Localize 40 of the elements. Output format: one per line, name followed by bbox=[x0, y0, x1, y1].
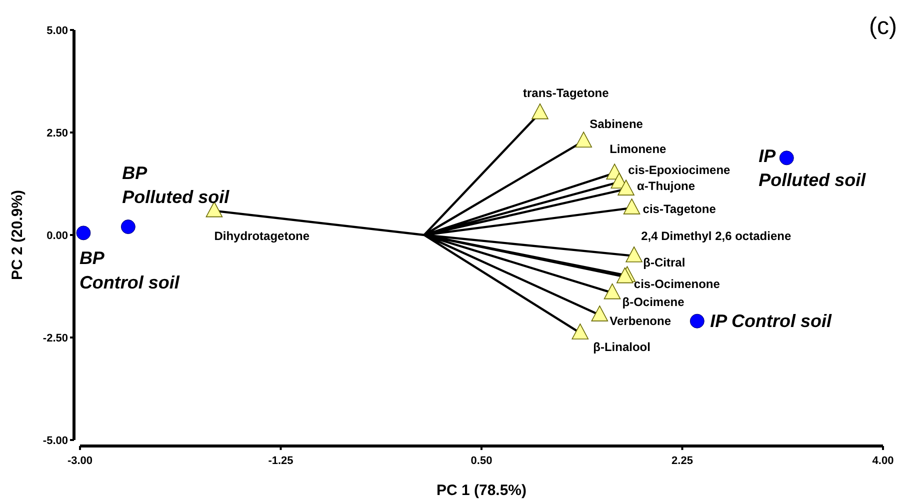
point bbox=[76, 226, 91, 240]
annotation: β-Citral bbox=[643, 256, 686, 270]
point bbox=[626, 246, 642, 262]
chart-title: (c) bbox=[869, 13, 897, 40]
annotation: α-Thujone bbox=[637, 179, 696, 194]
y-tick-label: 5.00 bbox=[46, 24, 68, 37]
annotation: Dihydrotagetone bbox=[214, 228, 310, 243]
y-axis-title: PC 2 (20.9%) bbox=[9, 190, 26, 280]
x-tick-label: 2.25 bbox=[672, 455, 693, 467]
annotation: Sabinene bbox=[590, 117, 644, 132]
point bbox=[690, 314, 704, 328]
annotation: cis-Ocimenone bbox=[634, 276, 720, 291]
annotation: β-Linalool bbox=[593, 340, 650, 354]
annotation: Verbenone bbox=[610, 314, 672, 328]
point bbox=[623, 198, 640, 214]
point bbox=[604, 283, 621, 300]
annotation: IP Polluted soil bbox=[758, 146, 867, 190]
point bbox=[618, 180, 634, 196]
y-tick-label: -2.50 bbox=[42, 332, 68, 344]
x-tick-label: -1.25 bbox=[268, 455, 294, 467]
annotation: cis-Tagetone bbox=[642, 202, 716, 216]
point bbox=[532, 103, 548, 120]
x-tick-label: -3.00 bbox=[67, 455, 93, 467]
annotation: β-Ocimene bbox=[622, 294, 685, 309]
annotation: IP Control soil bbox=[710, 311, 832, 332]
x-axis-title: PC 1 (78.5%) bbox=[436, 482, 527, 499]
annotation: cis-Epoxiocimene bbox=[628, 163, 731, 178]
annotation: trans-Tagetone bbox=[523, 86, 610, 100]
annotation: 2,4 Dimethyl 2,6 octadiene bbox=[641, 228, 792, 243]
annotation: BP Polluted soil bbox=[122, 162, 230, 208]
x-tick-label: 4.00 bbox=[872, 455, 894, 467]
annotation: Limonene bbox=[610, 142, 667, 156]
y-tick-label: 2.50 bbox=[46, 127, 68, 140]
point bbox=[591, 306, 608, 322]
point bbox=[575, 132, 592, 148]
annotation: BP Control soil bbox=[79, 248, 180, 292]
x-tick-label: 0.50 bbox=[470, 455, 492, 467]
y-tick-label: -5.00 bbox=[42, 434, 68, 447]
point bbox=[572, 324, 589, 340]
y-tick-label: 0.00 bbox=[46, 230, 68, 242]
